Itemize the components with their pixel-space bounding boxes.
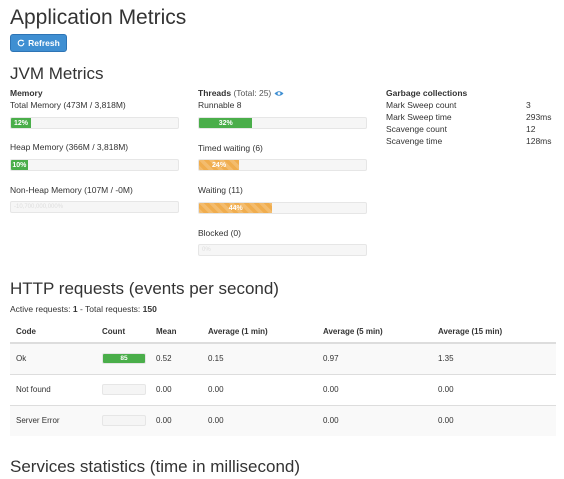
avg5-cell: 0.97 [317,342,432,374]
blocked-bar: 0% [198,244,367,256]
timed-waiting-label: Timed waiting (6) [198,143,263,153]
count-cell [96,404,150,436]
count-bar: 85 [102,353,146,365]
refresh-label: Refresh [28,38,60,48]
active-requests-label: Active requests: [10,304,71,314]
mean-cell: 0.00 [150,404,202,436]
count-cell [96,373,150,405]
table-header-row: Code Count Mean Average (1 min) Average … [10,321,556,344]
avg5-cell: 0.00 [317,404,432,436]
timed-waiting-bar: 24% [198,159,367,171]
total-memory-fill: 12% [11,118,32,128]
waiting-bar: 44% [198,202,367,214]
count-fill: 85 [103,354,145,364]
gc-row-value: 3 [526,100,531,110]
code-cell: Ok [10,342,96,374]
jvm-title: JVM Metrics [10,64,104,83]
table-row: Not found 0.00 0.00 0.00 0.00 [10,373,556,405]
eye-icon[interactable] [274,90,284,97]
waiting-label: Waiting (11) [198,185,243,195]
active-requests-value: 1 [72,304,78,314]
runnable-label: Runnable 8 [198,100,242,110]
gc-heading: Garbage collections [386,88,468,98]
http-title: HTTP requests (events per second) [10,279,279,298]
count-cell: 85 [96,342,150,374]
runnable-bar: 32% [198,117,367,129]
code-cell: Not found [10,373,96,405]
blocked-label: Blocked (0) [198,228,241,238]
waiting-fill: 44% [199,203,273,213]
gc-row-label: Mark Sweep count [386,100,457,110]
runnable-fill: 32% [199,118,253,128]
gc-row-value: 12 [526,124,536,134]
table-row: Ok 85 0.52 0.15 0.97 1.35 [10,342,556,374]
http-table: Code Count Mean Average (1 min) Average … [10,321,556,436]
count-bar [102,384,146,395]
memory-heading: Memory [10,88,43,98]
total-requests-label: - Total requests: [79,304,141,314]
table-row: Server Error 0.00 0.00 0.00 0.00 [10,404,556,436]
refresh-button[interactable]: Refresh [10,34,67,52]
total-memory-label: Total Memory (473M / 3,818M) [10,100,126,110]
gc-row-value: 128ms [526,136,552,146]
heap-memory-label: Heap Memory (366M / 3,818M) [10,142,129,152]
nonheap-memory-fill: -10,700,000,000% [14,204,64,210]
refresh-icon [17,39,25,47]
blocked-fill: 0% [202,247,211,253]
column-header: Mean [150,321,202,344]
mean-cell: 0.52 [150,342,202,374]
heap-memory-fill: 10% [11,160,28,170]
services-title: Services statistics (time in millisecond… [10,457,301,476]
heap-memory-bar: 10% [10,159,179,171]
avg15-cell: 1.35 [432,342,556,374]
avg1-cell: 0.15 [202,342,317,374]
threads-total: (Total: 25) [233,88,272,98]
code-cell: Server Error [10,404,96,436]
avg15-cell: 0.00 [432,404,556,436]
total-requests-value: 150 [142,304,157,314]
page-title: Application Metrics [10,6,187,29]
gc-row-label: Scavenge count [386,124,447,134]
gc-row-label: Scavenge time [386,136,443,146]
column-header: Average (15 min) [432,321,556,344]
threads-heading: Threads [198,88,232,98]
avg1-cell: 0.00 [202,404,317,436]
column-header: Average (1 min) [202,321,317,344]
threads-heading-row: Threads (Total: 25) [198,88,284,98]
total-memory-bar: 12% [10,117,179,129]
column-header: Average (5 min) [317,321,432,344]
column-header: Code [10,321,96,344]
avg15-cell: 0.00 [432,373,556,405]
timed-waiting-fill: 24% [199,160,240,170]
count-bar [102,415,146,427]
mean-cell: 0.00 [150,373,202,405]
gc-row-value: 293ms [526,112,552,122]
nonheap-memory-bar: -10,700,000,000% [10,201,179,213]
avg5-cell: 0.00 [317,373,432,405]
http-summary: Active requests: 1 - Total requests: 150 [10,304,157,314]
column-header: Count [96,321,150,344]
nonheap-memory-label: Non-Heap Memory (107M / -0M) [10,185,133,195]
avg1-cell: 0.00 [202,373,317,405]
gc-row-label: Mark Sweep time [386,112,452,122]
